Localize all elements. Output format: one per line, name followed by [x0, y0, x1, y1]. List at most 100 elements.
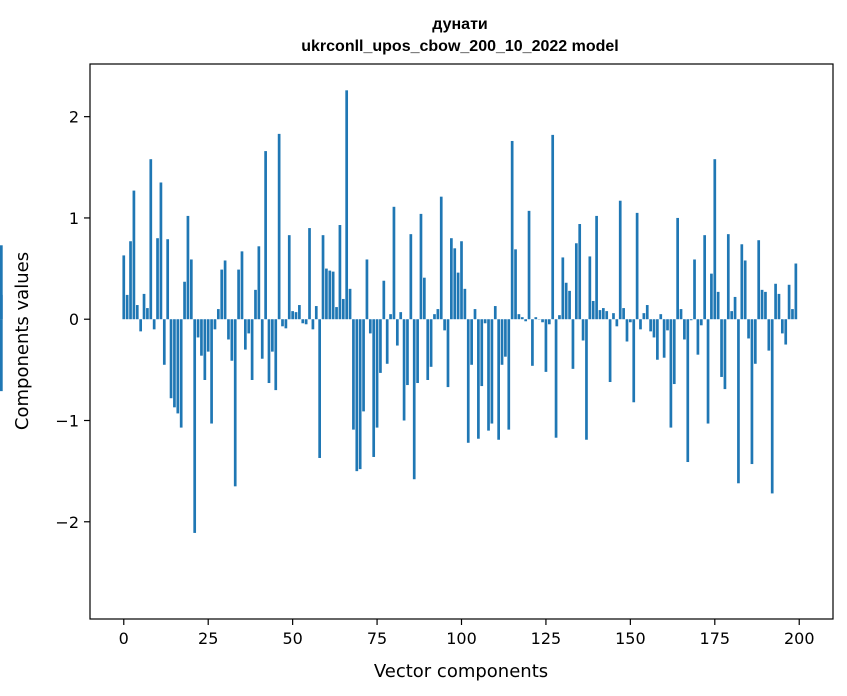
bar — [385, 319, 389, 364]
bar — [331, 271, 335, 320]
x-tick-label: 175 — [700, 629, 731, 648]
bar — [615, 319, 619, 327]
bar — [277, 133, 281, 320]
bar — [733, 296, 737, 320]
bar — [257, 246, 261, 320]
bar — [683, 319, 686, 340]
bar — [689, 319, 693, 321]
bar — [581, 319, 585, 341]
bar — [0, 245, 3, 320]
bar — [395, 319, 399, 346]
bar — [193, 319, 197, 533]
bar — [574, 243, 578, 320]
bar — [406, 319, 409, 386]
bar — [186, 215, 190, 320]
bar — [618, 200, 622, 320]
bar — [284, 319, 288, 329]
bar — [233, 319, 237, 487]
bar — [460, 241, 463, 320]
bar — [274, 319, 278, 391]
bar — [125, 294, 129, 320]
bar — [135, 305, 139, 320]
bar — [409, 234, 413, 320]
bar — [652, 319, 656, 338]
bar — [578, 224, 582, 320]
chart-title: дунати — [432, 16, 487, 33]
bar — [568, 290, 571, 320]
bar — [281, 319, 284, 327]
bar — [706, 319, 710, 424]
bar — [605, 311, 609, 320]
bar — [446, 319, 450, 388]
bar — [439, 196, 443, 320]
bar — [139, 319, 143, 332]
bar — [173, 319, 176, 408]
bar — [244, 319, 247, 350]
bar — [365, 259, 369, 320]
bar — [304, 319, 308, 325]
bar — [213, 319, 217, 330]
bar — [308, 228, 311, 320]
bar — [287, 235, 291, 320]
bar — [230, 319, 234, 361]
bar — [649, 319, 652, 332]
bar — [291, 311, 294, 320]
bar — [517, 314, 521, 320]
y-axis-label: Components values — [12, 252, 33, 430]
bar — [426, 319, 430, 380]
bar — [750, 319, 754, 465]
bar — [271, 319, 274, 352]
bar — [433, 314, 436, 320]
bar — [696, 319, 700, 355]
bar — [473, 309, 477, 320]
bar — [335, 307, 338, 320]
bar — [348, 288, 352, 320]
bar — [666, 319, 669, 331]
bar — [450, 238, 453, 320]
bar — [760, 289, 764, 320]
bar — [146, 308, 149, 320]
bar — [780, 319, 784, 334]
bar — [635, 212, 639, 320]
bar — [504, 319, 507, 357]
plot-frame — [89, 63, 834, 620]
bar — [169, 319, 173, 399]
bar — [237, 269, 240, 320]
bar — [240, 251, 244, 320]
bar — [345, 90, 349, 320]
bar — [767, 319, 771, 351]
bar — [534, 317, 538, 320]
bar — [189, 259, 193, 320]
bar — [166, 239, 170, 320]
bar — [753, 319, 757, 364]
bars-group — [0, 90, 798, 533]
bar — [541, 319, 544, 323]
bar — [527, 210, 531, 320]
bar — [791, 309, 794, 320]
bar — [456, 272, 460, 320]
bar — [514, 249, 517, 320]
bar — [453, 248, 457, 320]
bar — [737, 319, 740, 484]
bar — [260, 319, 264, 359]
bar — [412, 319, 416, 480]
bar — [152, 319, 156, 330]
bar — [328, 270, 332, 320]
bar — [352, 319, 355, 430]
bar — [200, 319, 203, 356]
bar — [179, 319, 183, 428]
bar — [564, 282, 568, 320]
bar — [490, 319, 494, 424]
bar — [639, 319, 642, 330]
bar — [531, 319, 534, 366]
bar — [598, 310, 602, 320]
bar — [223, 260, 227, 320]
bar — [784, 319, 788, 345]
bar — [747, 319, 750, 339]
bar — [629, 319, 632, 323]
bar — [254, 289, 257, 320]
bar — [463, 288, 467, 320]
bar — [203, 319, 207, 380]
bar — [436, 309, 440, 320]
bar — [183, 281, 186, 320]
